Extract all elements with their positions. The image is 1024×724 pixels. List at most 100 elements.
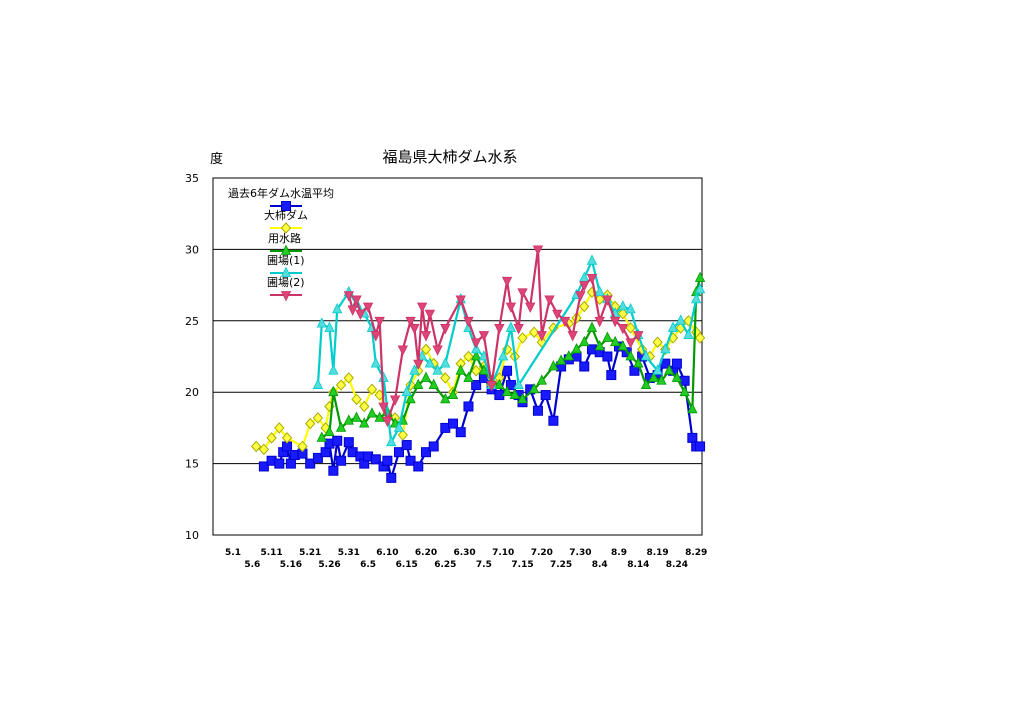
y-tick-label: 15	[185, 458, 199, 471]
data-point	[324, 321, 335, 332]
data-point	[397, 345, 408, 356]
data-point	[366, 383, 378, 396]
x-tick-label: 6.30	[453, 548, 475, 558]
data-point	[397, 429, 409, 441]
data-point	[652, 364, 663, 375]
data-point	[586, 254, 598, 265]
x-tick-label: 7.15	[511, 560, 533, 570]
data-point	[274, 458, 285, 469]
data-point	[602, 331, 613, 342]
data-point	[471, 365, 482, 377]
y-tick-label: 30	[185, 243, 199, 256]
data-point	[617, 324, 629, 335]
data-point	[594, 293, 605, 306]
data-point	[695, 441, 706, 452]
data-point	[652, 336, 663, 348]
data-point	[683, 328, 694, 339]
data-point	[544, 295, 555, 306]
x-tick-label: 5.31	[338, 548, 360, 558]
x-tick-label: 6.10	[376, 548, 398, 558]
data-point	[579, 271, 590, 282]
data-point	[606, 370, 617, 381]
data-point	[328, 465, 339, 476]
data-point	[382, 416, 393, 428]
data-point	[448, 418, 459, 429]
x-tick-label: 5.26	[318, 560, 340, 570]
data-point	[463, 316, 474, 328]
data-point	[478, 364, 490, 375]
data-point	[343, 372, 354, 384]
x-tick-label: 8.4	[592, 560, 608, 570]
data-point	[328, 385, 339, 397]
data-point	[440, 324, 451, 335]
data-point	[633, 331, 644, 342]
data-point	[285, 458, 296, 469]
data-point	[316, 317, 327, 328]
data-point	[370, 331, 381, 342]
data-point	[440, 357, 451, 368]
data-point	[413, 359, 424, 371]
data-point	[579, 361, 590, 372]
data-point	[401, 440, 412, 451]
data-point	[463, 401, 474, 412]
data-point	[517, 332, 528, 344]
data-point	[347, 305, 358, 316]
data-point	[424, 357, 436, 368]
data-point	[509, 388, 520, 399]
chart-title: 福島県大柿ダム水系	[382, 148, 517, 166]
data-point	[671, 358, 682, 369]
data-point	[351, 411, 362, 422]
data-point	[336, 455, 347, 466]
data-point	[633, 357, 644, 368]
data-point	[687, 402, 698, 414]
data-point	[617, 300, 629, 311]
data-point	[421, 447, 431, 458]
data-point	[505, 380, 516, 391]
x-tick-label: 5.16	[280, 560, 302, 570]
data-point	[312, 378, 324, 389]
data-point	[393, 447, 404, 458]
x-tick-label: 6.5	[360, 560, 376, 570]
data-point	[420, 371, 432, 382]
x-tick-label: 8.14	[627, 560, 649, 570]
x-tick-label: 6.15	[396, 560, 418, 570]
data-point	[393, 421, 405, 432]
x-tick-label: 7.30	[569, 548, 591, 558]
data-point	[471, 350, 482, 361]
data-point	[471, 338, 482, 349]
data-point	[374, 316, 385, 328]
y-axis-unit: 度	[210, 151, 223, 167]
data-point	[559, 316, 571, 328]
legend-marker	[280, 244, 292, 255]
data-point	[548, 360, 559, 371]
data-point	[494, 324, 505, 335]
data-point	[335, 421, 347, 432]
data-point	[366, 407, 378, 418]
data-point	[505, 302, 517, 313]
data-point	[343, 437, 354, 448]
x-tick-label: 8.9	[611, 548, 627, 558]
data-point	[525, 302, 536, 313]
data-point	[409, 364, 420, 375]
data-point	[502, 365, 513, 376]
data-point	[486, 381, 497, 392]
data-point	[694, 271, 706, 282]
legend-marker	[281, 201, 291, 211]
y-axis-ticks: 10 15 20 25 30 35	[185, 172, 199, 542]
data-point	[513, 378, 524, 389]
data-point	[389, 395, 401, 406]
data-point	[478, 331, 490, 342]
legend-marker	[280, 266, 292, 277]
data-point	[609, 316, 621, 328]
data-point	[679, 385, 690, 397]
data-point	[602, 295, 613, 306]
data-point	[405, 392, 416, 404]
data-point	[594, 340, 605, 351]
plot-frame	[212, 177, 703, 536]
data-point	[656, 374, 667, 385]
data-point	[305, 417, 316, 430]
data-point	[586, 321, 598, 332]
x-tick-label: 5.11	[260, 548, 282, 558]
data-point	[594, 316, 605, 328]
data-point	[370, 357, 381, 368]
